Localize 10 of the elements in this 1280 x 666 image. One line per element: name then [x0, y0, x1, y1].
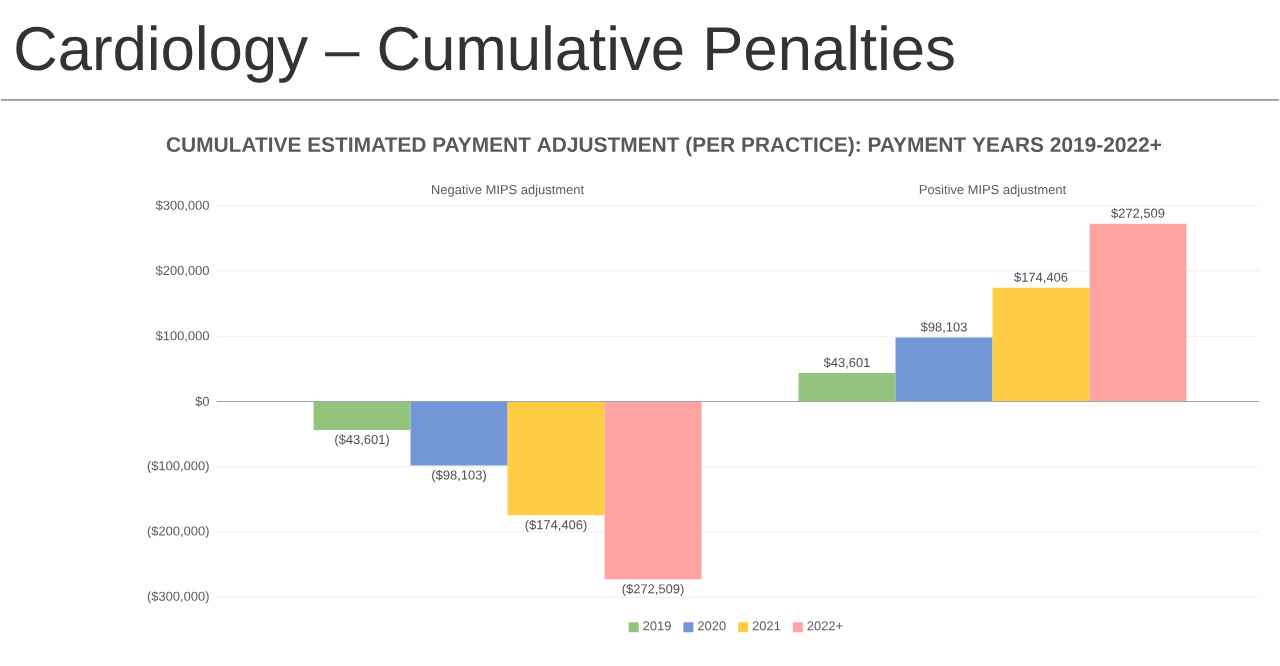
bar: [1089, 224, 1187, 402]
bar: [313, 401, 411, 431]
bar: [410, 401, 508, 466]
bar: [507, 401, 605, 516]
bar: [992, 288, 1090, 402]
chart-subtitle: CUMULATIVE ESTIMATED PAYMENT ADJUSTMENT (PER PRACTICE): PAYMENT YEARS 2019-2022+: [166, 137, 1162, 157]
bar: [798, 373, 896, 402]
bar: [604, 401, 702, 580]
bar: [895, 337, 993, 402]
chart-title: Cardiology – Cumulative Penalties: [16, 25, 954, 84]
